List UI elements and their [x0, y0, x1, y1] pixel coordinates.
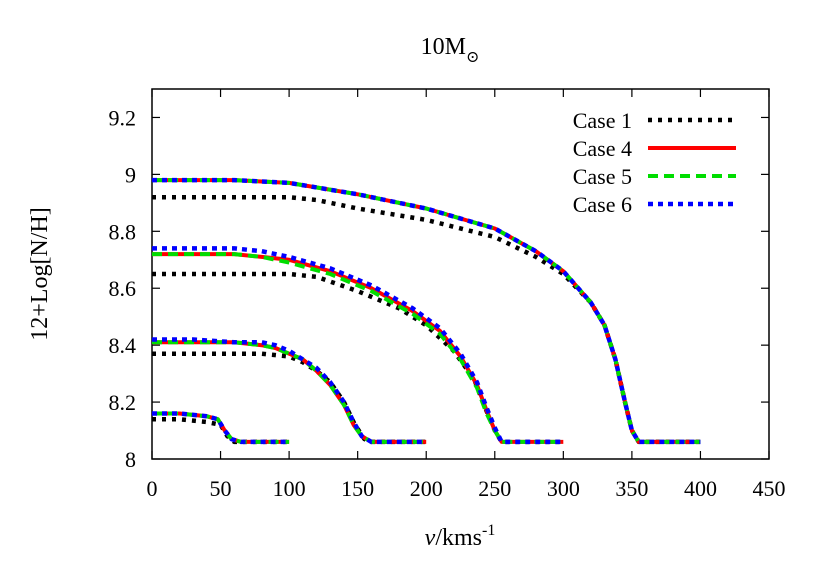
x-tick-label: 300 [547, 476, 580, 501]
x-tick-label: 200 [410, 476, 443, 501]
legend-label: Case 5 [573, 164, 632, 189]
series-line [152, 340, 427, 444]
x-tick-label: 350 [615, 476, 648, 501]
series-line [152, 411, 290, 445]
series-layer [152, 177, 701, 445]
series-line [152, 178, 701, 444]
x-tick-label: 250 [478, 476, 511, 501]
series-line [152, 252, 564, 444]
series-3 [152, 178, 701, 444]
y-axis-label: 12+Log[N/H] [27, 207, 53, 341]
y-tick-label: 8.6 [109, 276, 137, 301]
legend-label: Case 4 [573, 136, 632, 161]
series-line [152, 337, 427, 445]
chart-title: 10M⊙ [421, 34, 480, 66]
x-axis-label: v/kms-1 [425, 522, 496, 551]
y-tick-label: 8.2 [109, 390, 137, 415]
y-tick-label: 8.4 [109, 333, 137, 358]
x-tick-label: 0 [147, 476, 158, 501]
x-tick-label: 150 [341, 476, 374, 501]
y-tick-label: 8.8 [109, 219, 137, 244]
axis-ticks: 0 50 100 150 200 250 300 350 400 450 8 8.2 8.4 8.6 8.8… [109, 89, 786, 501]
legend-label: Case 1 [573, 108, 632, 133]
x-tick-label: 450 [753, 476, 786, 501]
series-line [152, 252, 564, 444]
series-4 [152, 177, 701, 445]
legend-label: Case 6 [573, 192, 632, 217]
x-tick-label: 400 [684, 476, 717, 501]
series-line [152, 246, 564, 445]
y-tick-label: 9.2 [109, 105, 137, 130]
y-tick-label: 8 [125, 447, 136, 472]
x-tick-label: 50 [210, 476, 232, 501]
y-tick-label: 9 [125, 162, 136, 187]
series-line [152, 178, 701, 444]
series-line [152, 340, 427, 444]
series-line [152, 271, 564, 445]
x-tick-label: 100 [273, 476, 306, 501]
legend: Case 1 Case 4 Case 5 Case 6 [573, 108, 736, 217]
series-2 [152, 178, 701, 444]
series-line [152, 177, 701, 445]
series-line [152, 351, 427, 445]
